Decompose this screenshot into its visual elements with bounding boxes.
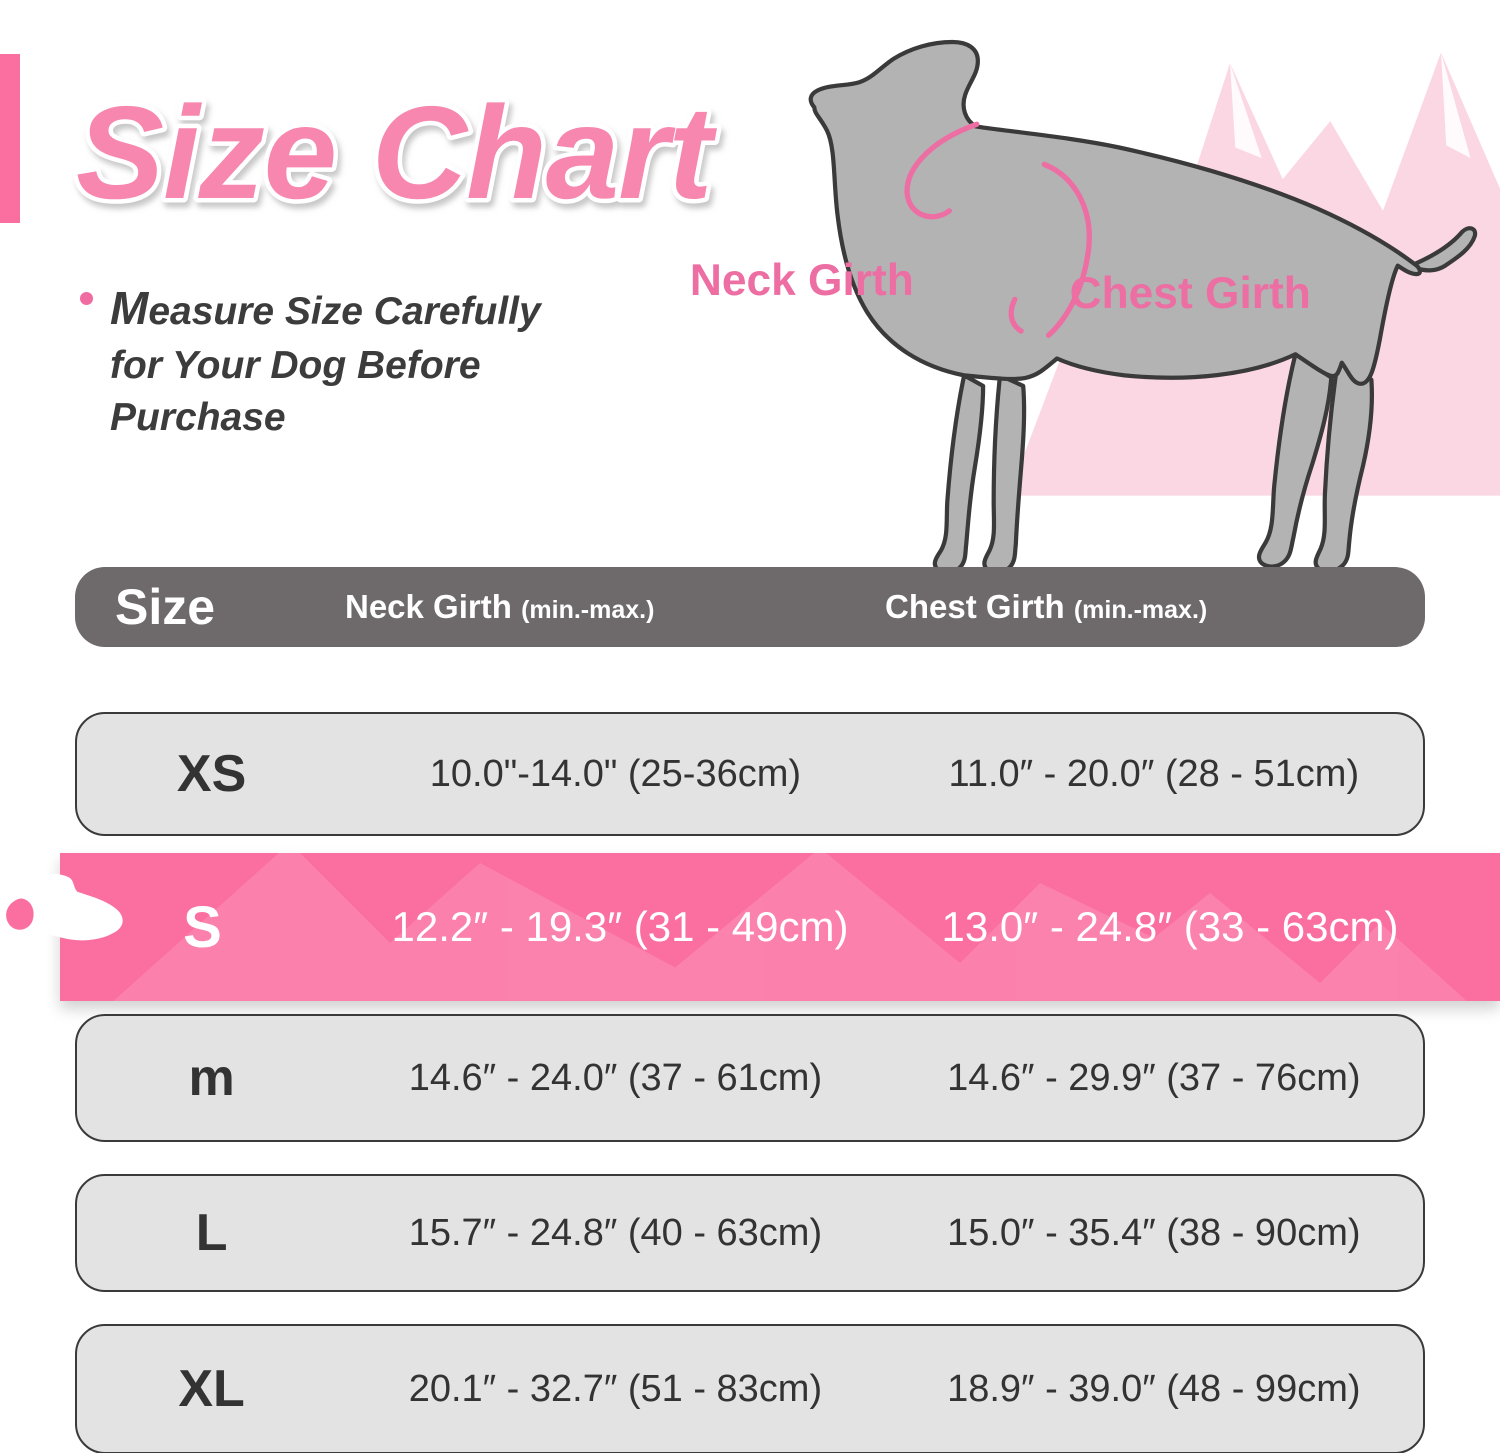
svg-text:Neck Girth: Neck Girth [690, 256, 914, 305]
svg-text:Size Chart: Size Chart [76, 79, 718, 226]
svg-text:Chest Girth: Chest Girth [1070, 269, 1311, 318]
